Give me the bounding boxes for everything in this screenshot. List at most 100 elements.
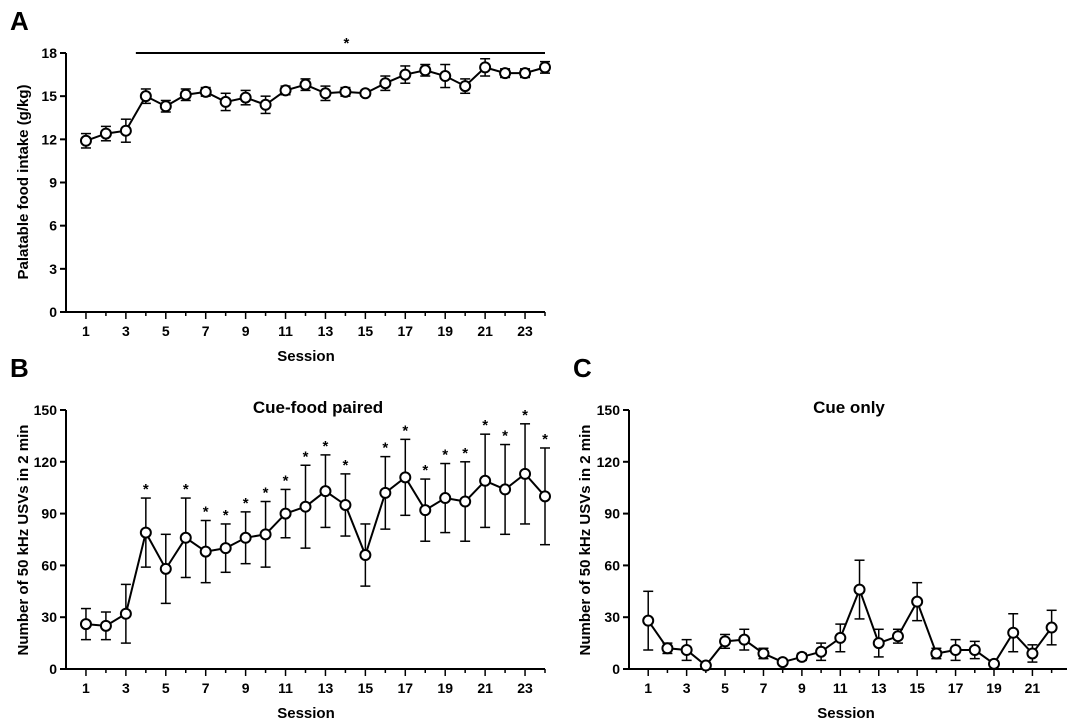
panel-b-significance-star: * <box>402 422 408 439</box>
panel-a-y-axis-title: Palatable food intake (g/kg) <box>15 84 32 279</box>
panel-c-data-point <box>776 656 789 669</box>
panel-b-data-point <box>119 607 132 620</box>
panel-b-data-point <box>499 483 512 496</box>
panel-c-x-tick-label: 21 <box>1025 680 1041 696</box>
panel-b-data-point <box>479 474 492 487</box>
panel-b-data-point <box>179 531 192 544</box>
panel-a-data-point <box>99 127 112 140</box>
panel-b-data-point <box>319 485 332 498</box>
panel-letter-a: A <box>10 6 29 36</box>
panel-b-significance-star: * <box>462 445 468 462</box>
panel-b-significance-star: * <box>243 495 249 512</box>
panel-b-data-point <box>99 619 112 632</box>
panel-a-data-point <box>439 70 452 83</box>
panel-a-y-tick-label: 0 <box>49 304 57 320</box>
panel-b-x-tick-label: 23 <box>517 680 533 696</box>
panel-b-data-point <box>519 467 532 480</box>
panel-c-data-point <box>911 595 924 608</box>
panel-c-x-tick-label: 13 <box>871 680 887 696</box>
panel-b-data-point <box>339 498 352 511</box>
panel-c-data-point <box>891 630 904 643</box>
panel-b-significance-star: * <box>303 448 309 465</box>
panel-c-x-tick-label: 17 <box>948 680 964 696</box>
panel-a-x-tick-label: 13 <box>318 323 334 339</box>
panel-c-x-tick-label: 11 <box>833 680 848 696</box>
panel-a-data-point <box>319 87 332 100</box>
panel-b-series-line <box>85 472 546 627</box>
panel-letter-b: B <box>10 353 29 383</box>
panel-c-data-point <box>949 644 962 657</box>
panel-b-x-tick-label: 1 <box>82 680 90 696</box>
panel-c-data-point <box>968 644 981 657</box>
panel-c-y-tick-label: 30 <box>604 609 620 625</box>
panel-c-x-tick-label: 5 <box>721 680 729 696</box>
panel-a-data-point <box>339 85 352 98</box>
panel-c-data-point <box>661 642 674 655</box>
panel-c-y-tick-label: 60 <box>604 557 620 573</box>
panel-a-data-point <box>419 64 432 77</box>
panel-a-data-point <box>259 98 272 111</box>
panel-b-data-point <box>539 490 551 503</box>
panel-b-y-axis-title: Number of 50 kHz USVs in 2 min <box>15 425 32 656</box>
panel-b-significance-star: * <box>323 438 329 455</box>
panel-a-data-point <box>139 90 152 103</box>
panel-a-x-tick-label: 21 <box>477 323 493 339</box>
panel-c-y-tick-label: 120 <box>597 454 621 470</box>
panel-letter-c: C <box>573 353 592 383</box>
panel-c-data-point <box>815 645 828 658</box>
panel-b-significance-star: * <box>183 481 189 498</box>
panel-a-data-point <box>219 95 232 108</box>
panel-a-data-point <box>299 78 312 91</box>
panel-c-data-point <box>988 657 1000 670</box>
panel-b-significance-star: * <box>263 485 269 502</box>
panel-a-series-line <box>85 66 546 142</box>
panel-c-x-tick-label: 15 <box>909 680 925 696</box>
panel-b-y-tick-label: 60 <box>41 557 57 573</box>
panel-a-data-point <box>479 61 492 74</box>
panel-b-significance-star: * <box>342 457 348 474</box>
panel-a-data-point <box>119 124 132 137</box>
panel-b-significance-star: * <box>223 507 229 524</box>
panel-b-data-point <box>139 526 152 539</box>
panel-a-data-point <box>459 80 472 93</box>
panel-b-x-tick-label: 19 <box>437 680 453 696</box>
panel-c-series-line <box>647 586 1053 667</box>
panel-b-x-tick-label: 17 <box>398 680 414 696</box>
panel-c-data-point <box>680 644 693 657</box>
panel-b-x-tick-label: 11 <box>278 680 293 696</box>
panel-a-x-tick-label: 19 <box>437 323 453 339</box>
panel-b-x-tick-label: 21 <box>477 680 493 696</box>
panel-a-data-point <box>399 68 412 81</box>
panel-b-significance-star: * <box>143 481 149 498</box>
panel-a-x-tick-label: 5 <box>162 323 170 339</box>
panel-a-data-point <box>499 67 512 80</box>
panel-c-data-point <box>872 637 885 650</box>
panel-b-data-point <box>259 528 272 541</box>
panel-b-data-point <box>359 549 372 562</box>
panel-c-chart-title: Cue only <box>813 398 885 417</box>
panel-b-significance-star: * <box>502 428 508 445</box>
panel-b-x-tick-label: 7 <box>202 680 210 696</box>
panel-a-y-tick-label: 6 <box>49 218 57 234</box>
panel-b-y-tick-label: 0 <box>49 661 57 677</box>
panel-c-data-point <box>642 614 655 627</box>
panel-a-data-point <box>539 61 551 74</box>
panel-c-data-point <box>795 650 808 663</box>
panel-a-x-tick-label: 9 <box>242 323 250 339</box>
panel-b-data-point <box>219 542 232 555</box>
panel-a-data-point <box>79 134 92 147</box>
panel-b-data-point <box>399 471 412 484</box>
panel-c-data-point <box>930 647 943 660</box>
panel-c-data-point <box>853 583 866 596</box>
panel-b-data-point <box>239 531 252 544</box>
panel-a-y-tick-label: 12 <box>41 131 57 147</box>
panel-a-x-tick-label: 1 <box>82 323 90 339</box>
panel-c-x-tick-label: 19 <box>986 680 1002 696</box>
panel-b-significance-star: * <box>422 462 428 479</box>
panel-b: B Cue-food paired Session Number of 50 k… <box>10 353 551 722</box>
panel-a-data-point <box>359 87 372 100</box>
panel-b-x-tick-label: 5 <box>162 680 170 696</box>
panel-c-y-tick-label: 150 <box>597 402 621 418</box>
panel-b-significance-star: * <box>522 407 528 424</box>
